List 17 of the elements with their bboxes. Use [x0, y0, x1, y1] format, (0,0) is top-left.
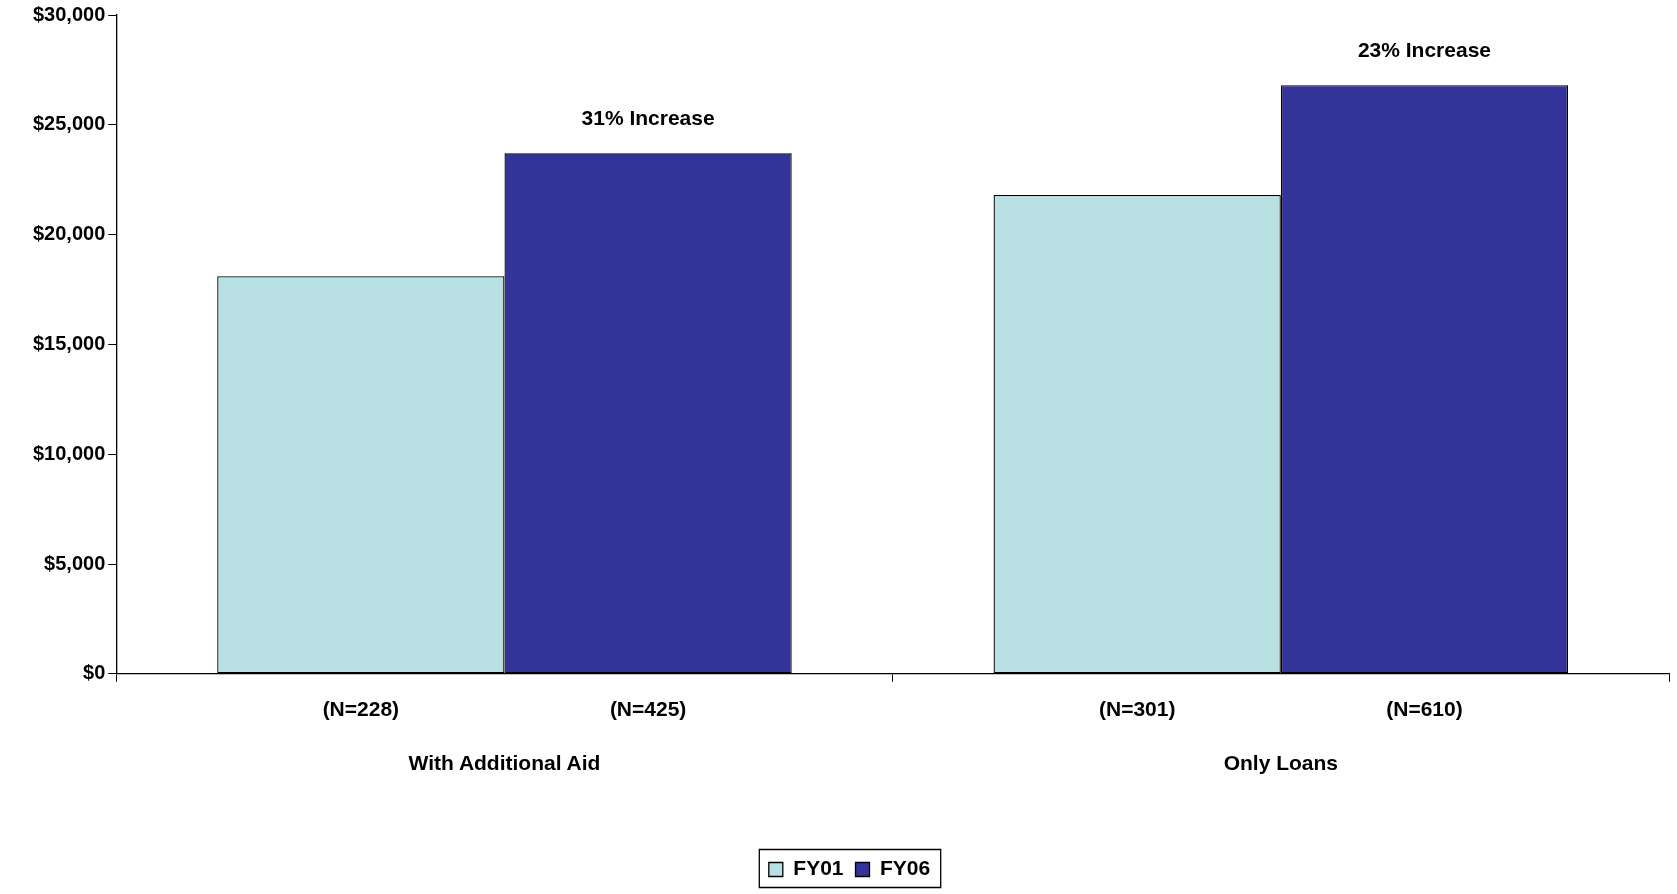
y-tick-label: $25,000	[33, 112, 106, 135]
x-tick-label: With Additional Aid	[408, 751, 601, 775]
legend-label: FY01	[793, 856, 844, 880]
y-tick-label: $0	[83, 661, 106, 684]
text: (N=610)	[1386, 697, 1463, 721]
text: (N=301)	[1098, 697, 1176, 721]
y-tick-label: $15,000	[33, 331, 106, 354]
y-tick-label: $5,000	[44, 551, 106, 574]
annotation: 23% Increase	[1357, 37, 1491, 61]
y-tick-label: $10,000	[33, 441, 106, 464]
text: (N=228)	[322, 697, 400, 721]
annotation: 31% Increase	[581, 105, 715, 129]
x-tick-label: Only Loans	[1223, 751, 1338, 775]
y-tick-label: $30,000	[33, 2, 106, 25]
text: (N=425)	[609, 697, 687, 721]
legend-label: FY06	[880, 856, 931, 880]
y-tick-label: $20,000	[33, 222, 106, 245]
